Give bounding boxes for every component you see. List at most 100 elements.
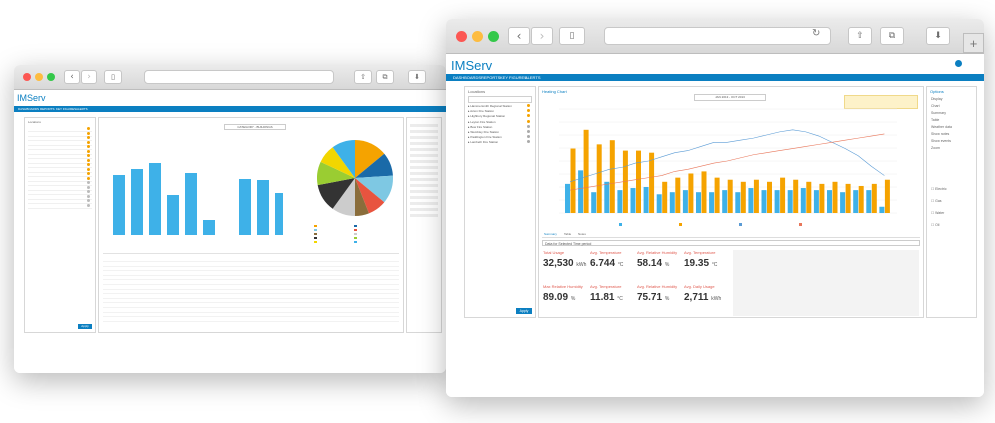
back-option-item[interactable]: [410, 214, 438, 217]
back-option-item[interactable]: [410, 172, 438, 175]
back-location-row[interactable]: [28, 131, 92, 137]
back-apply-button[interactable]: Apply: [78, 324, 92, 329]
back-option-item[interactable]: [410, 142, 438, 145]
filter-checkbox[interactable]: ☐ Electric: [931, 187, 947, 191]
nav-tab-dashboards[interactable]: DASHBOARDS: [453, 75, 482, 80]
apply-button[interactable]: Apply: [516, 308, 532, 314]
table-row[interactable]: [103, 312, 399, 318]
back-option-item[interactable]: [410, 148, 438, 151]
back-nav-tab-dashboards[interactable]: DASHBOARDS: [18, 107, 40, 111]
location-row[interactable]: ▸ Wembley Fire Station: [468, 130, 532, 134]
location-row[interactable]: ▸ Highbury Regional Station: [468, 114, 532, 118]
back-option-item[interactable]: [410, 208, 438, 211]
back-option-item[interactable]: [410, 166, 438, 169]
option-item[interactable]: Show events: [931, 139, 952, 143]
option-item[interactable]: Zoom: [931, 146, 940, 150]
back-nav-tab-key-figures[interactable]: KEY FIGURES: [56, 107, 77, 111]
back-option-item[interactable]: [410, 178, 438, 181]
table-row[interactable]: [103, 289, 399, 295]
back-location-row[interactable]: [28, 181, 92, 186]
period-select[interactable]: Data for Selected Time period: [542, 240, 920, 246]
address-bar[interactable]: [604, 27, 831, 45]
option-item[interactable]: Show notes: [931, 132, 950, 136]
minimize-window-button[interactable]: [472, 31, 483, 42]
option-item[interactable]: Display: [931, 97, 943, 101]
back-location-row[interactable]: [28, 185, 92, 191]
back-location-row[interactable]: [28, 194, 92, 200]
table-row[interactable]: [103, 262, 399, 267]
tab-table[interactable]: Table: [564, 232, 572, 236]
location-row[interactable]: ▸ Hammersmith Regional Station: [468, 104, 532, 108]
back-option-item[interactable]: [410, 160, 438, 163]
share-icon[interactable]: ⇧: [848, 27, 872, 45]
tab-notes[interactable]: Notes: [578, 232, 586, 236]
table-row[interactable]: [103, 294, 399, 299]
back-location-row[interactable]: [28, 172, 92, 177]
table-row[interactable]: [103, 285, 399, 290]
back-nav-button[interactable]: ‹: [64, 70, 80, 84]
close-window-button[interactable]: [456, 31, 467, 42]
new-tab-button[interactable]: +: [963, 33, 984, 53]
back-option-item[interactable]: [410, 190, 438, 193]
back-nav-tab-alerts[interactable]: ALERTS: [76, 107, 88, 111]
sidebar-toggle-icon[interactable]: ▯: [559, 27, 585, 45]
location-row[interactable]: ▸ Bow Fire Station: [468, 124, 532, 129]
back-location-row[interactable]: [28, 154, 92, 159]
tab-summary[interactable]: Summary: [544, 232, 557, 236]
back-location-row[interactable]: [28, 176, 92, 182]
table-row[interactable]: [103, 298, 399, 304]
back-nav-tab-reports[interactable]: REPORTS: [40, 107, 55, 111]
back-option-item[interactable]: [410, 154, 438, 157]
back-option-item[interactable]: [410, 130, 438, 133]
back-location-row[interactable]: [28, 127, 92, 132]
back-nav-button[interactable]: ‹: [508, 27, 530, 45]
back-location-row[interactable]: [28, 203, 92, 209]
location-search-input[interactable]: [468, 96, 532, 103]
back-location-row[interactable]: [28, 163, 92, 168]
filter-checkbox[interactable]: ☐ Water: [931, 211, 945, 215]
location-row[interactable]: ▸ Acton Fire Station: [468, 109, 532, 113]
back-option-item[interactable]: [410, 136, 438, 139]
option-item[interactable]: Table: [931, 118, 940, 122]
back-option-item[interactable]: [410, 124, 438, 127]
date-range-picker[interactable]: JAN 2013 - OCT 2013: [694, 94, 766, 101]
back-location-row[interactable]: [28, 158, 92, 164]
download-icon[interactable]: ⬇: [408, 70, 426, 84]
share-icon[interactable]: ⇧: [354, 70, 372, 84]
table-row[interactable]: [103, 308, 399, 313]
back-option-item[interactable]: [410, 202, 438, 205]
nav-tab-key-figures[interactable]: KEY FIGURES: [500, 75, 527, 80]
forward-nav-button[interactable]: ›: [531, 27, 553, 45]
table-row[interactable]: [103, 317, 399, 322]
forward-nav-button[interactable]: ›: [81, 70, 97, 84]
nav-tab-alerts[interactable]: ALERTS: [525, 75, 541, 80]
download-icon[interactable]: ⬇: [926, 27, 950, 45]
back-location-row[interactable]: [28, 199, 92, 204]
table-row[interactable]: [103, 266, 399, 272]
table-row[interactable]: [103, 275, 399, 281]
address-bar[interactable]: [144, 70, 334, 84]
maximize-window-button[interactable]: [47, 73, 55, 81]
back-option-item[interactable]: [410, 184, 438, 187]
back-location-row[interactable]: [28, 190, 92, 195]
back-location-row[interactable]: [28, 136, 92, 141]
table-row[interactable]: [103, 271, 399, 276]
tabs-icon[interactable]: ⧉: [880, 27, 904, 45]
minimize-window-button[interactable]: [35, 73, 43, 81]
close-window-button[interactable]: [23, 73, 31, 81]
back-option-item[interactable]: [410, 196, 438, 199]
back-location-row[interactable]: [28, 145, 92, 150]
tabs-icon[interactable]: ⧉: [376, 70, 394, 84]
option-item[interactable]: Chart: [931, 104, 940, 108]
table-row[interactable]: [103, 280, 399, 285]
user-avatar[interactable]: [955, 60, 962, 67]
location-row[interactable]: ▸ Paddington Fire Station: [468, 135, 532, 139]
table-row[interactable]: [103, 303, 399, 308]
table-row[interactable]: [103, 257, 399, 262]
back-location-row[interactable]: [28, 167, 92, 173]
back-location-row[interactable]: [28, 140, 92, 146]
sidebar-toggle-icon[interactable]: ▯: [104, 70, 122, 84]
maximize-window-button[interactable]: [488, 31, 499, 42]
filter-checkbox[interactable]: ☐ Oil: [931, 223, 940, 227]
option-item[interactable]: Weather data: [931, 125, 952, 129]
